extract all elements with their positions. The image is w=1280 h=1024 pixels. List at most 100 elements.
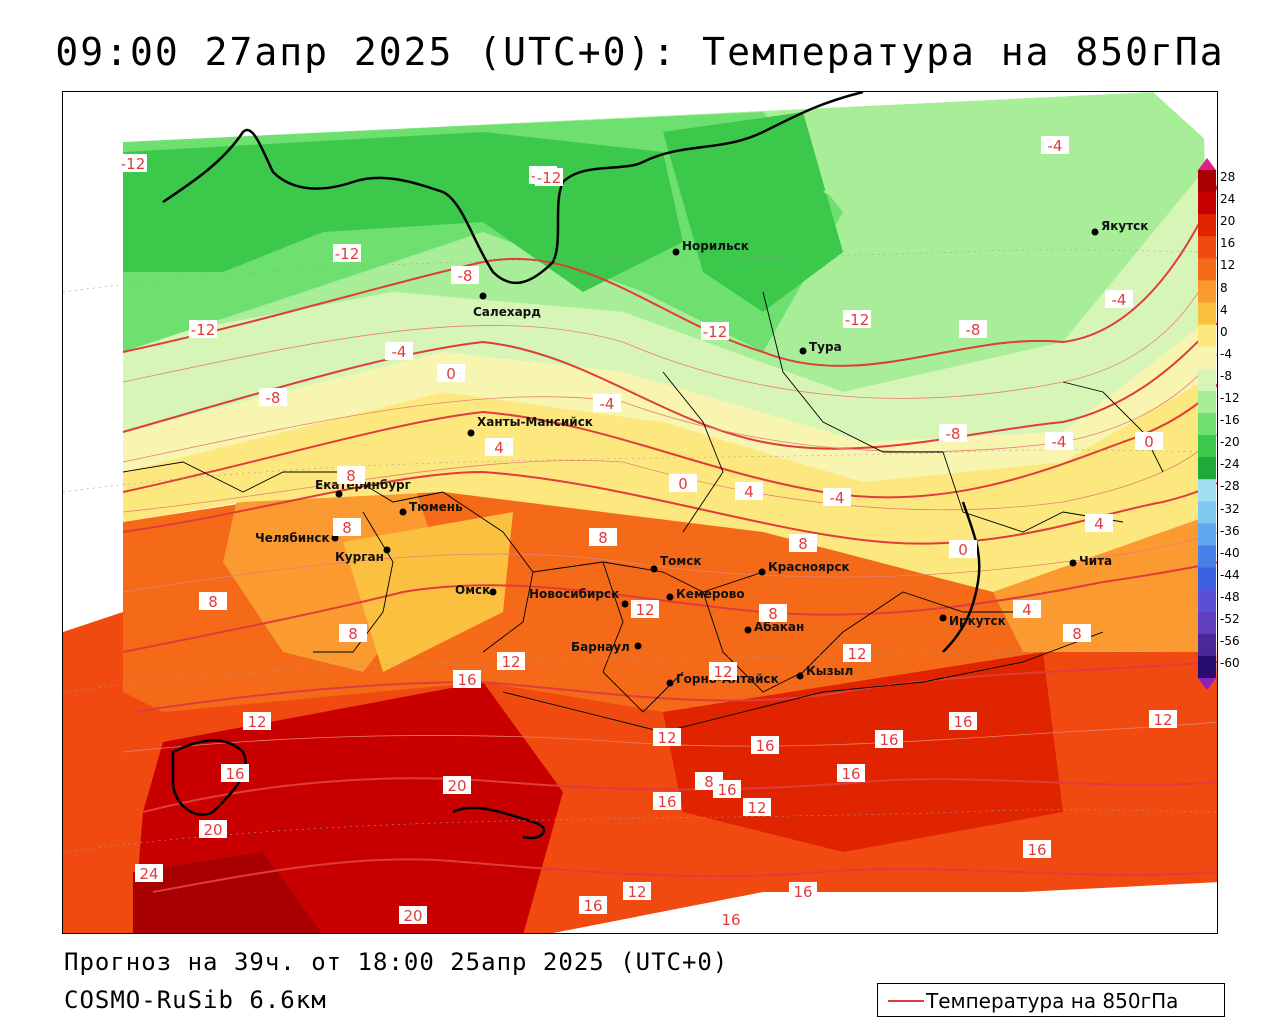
svg-text:16: 16 [1027, 841, 1046, 859]
svg-text:12: 12 [501, 653, 520, 671]
colorbar-swatch [1198, 633, 1216, 657]
colorbar-swatch [1198, 346, 1216, 370]
isotherm-label: -4 [385, 342, 413, 361]
svg-text:-4: -4 [1048, 137, 1063, 155]
svg-text:8: 8 [346, 467, 356, 485]
colorbar-swatches [1198, 158, 1216, 690]
svg-text:16: 16 [953, 713, 972, 731]
svg-text:Чита: Чита [1079, 554, 1112, 568]
colorbar-swatch [1198, 236, 1216, 259]
isotherm-label: 16 [717, 910, 745, 929]
model-name: COSMO-RuSib 6.6км [64, 986, 327, 1014]
isotherm-label: 4 [1013, 600, 1041, 619]
isotherm-label: -8 [259, 388, 287, 407]
isotherm-label: 20 [443, 776, 471, 795]
city-irkutsk: Иркутск [939, 614, 1006, 628]
svg-text:-12: -12 [191, 321, 216, 339]
colorbar-swatch [1198, 324, 1216, 348]
city-khanty-mansiysk: Ханты-Мансийск [467, 415, 593, 437]
isotherm-label: -4 [1105, 290, 1133, 309]
svg-text:0: 0 [1144, 433, 1154, 451]
colorbar-tick-label: -36 [1220, 523, 1240, 538]
colorbar-swatch [1198, 280, 1216, 304]
svg-text:8: 8 [704, 773, 714, 791]
colorbar-tick-label: -16 [1220, 413, 1240, 428]
svg-text:4: 4 [1094, 515, 1104, 533]
colorbar-tick-label: -20 [1220, 435, 1240, 450]
forecast-info: Прогноз на 39ч. от 18:00 25апр 2025 (UTC… [64, 948, 729, 976]
city-chita: Чита [1069, 554, 1112, 568]
svg-text:16: 16 [793, 883, 812, 901]
isotherm-label: -12 [189, 320, 217, 339]
svg-text:20: 20 [403, 907, 422, 925]
colorbar-tick-label: 20 [1220, 214, 1236, 229]
colorbar-tick-label: 16 [1220, 236, 1236, 251]
colorbar-swatch [1198, 523, 1216, 546]
isotherm-label: 4 [1085, 514, 1113, 533]
isotherm-label: 8 [333, 518, 361, 537]
svg-text:Якутск: Якутск [1101, 219, 1148, 233]
city-chelyabinsk: Челябинск [255, 531, 339, 545]
svg-text:12: 12 [847, 645, 866, 663]
svg-text:16: 16 [657, 793, 676, 811]
colorbar-tick-label: -4 [1220, 346, 1232, 361]
city-yakutsk: Якутск [1091, 219, 1148, 236]
isotherm-label: -8 [451, 266, 479, 285]
coastline [162, 92, 981, 840]
svg-text:8: 8 [598, 529, 608, 547]
svg-text:-8: -8 [266, 389, 281, 407]
isotherm-label: 16 [751, 736, 779, 755]
isotherm-contours [122, 184, 1217, 893]
map-title: 09:00 27апр 2025 (UTC+0): Температура на… [55, 30, 1225, 74]
colorbar-swatch [1198, 435, 1216, 458]
colorbar [1198, 158, 1216, 690]
svg-text:16: 16 [841, 765, 860, 783]
svg-text:20: 20 [203, 821, 222, 839]
city-barnaul: Барнаул [571, 640, 642, 654]
svg-text:Тура: Тура [809, 340, 842, 354]
city-tyumen: Тюмень [399, 500, 463, 516]
svg-text:-12: -12 [537, 169, 562, 187]
isotherm-label: 20 [199, 820, 227, 839]
colorbar-swatch [1198, 302, 1216, 326]
svg-text:Норильск: Норильск [682, 239, 749, 253]
colorbar-swatch [1198, 589, 1216, 613]
isotherm-label: 16 [713, 780, 741, 799]
isotherm-label: 12 [623, 882, 651, 901]
colorbar-tick-label: -48 [1220, 589, 1240, 604]
isotherm-label: -12 [843, 310, 871, 329]
city-salekhard: Салехард [473, 292, 541, 319]
svg-text:12: 12 [713, 663, 732, 681]
colorbar-tick-label: 4 [1220, 302, 1228, 317]
colorbar-tick-label: 12 [1220, 258, 1236, 273]
city-krasnoyarsk: Красноярск [758, 560, 850, 576]
svg-text:16: 16 [225, 765, 244, 783]
colorbar-swatch [1198, 170, 1216, 193]
colorbar-tick-label: -44 [1220, 567, 1240, 582]
svg-text:16: 16 [755, 737, 774, 755]
svg-text:-4: -4 [1052, 433, 1067, 451]
svg-text:12: 12 [657, 729, 676, 747]
legend-line-swatch [888, 1000, 924, 1002]
isotherm-label: -12 [333, 244, 361, 263]
isotherm-label: 0 [949, 540, 977, 559]
isotherm-label: 4 [735, 482, 763, 501]
svg-text:12: 12 [635, 601, 654, 619]
isotherm-label: 8 [199, 592, 227, 611]
isotherm-label: 8 [337, 466, 365, 485]
svg-text:20: 20 [447, 777, 466, 795]
isotherm-label: 16 [1023, 840, 1051, 859]
isotherm-label: 16 [579, 896, 607, 915]
svg-text:16: 16 [583, 897, 602, 915]
city-tura: Тура [799, 340, 842, 355]
isotherm-label: -4 [1045, 432, 1073, 451]
svg-text:-12: -12 [335, 245, 360, 263]
svg-text:12: 12 [627, 883, 646, 901]
isotherm-label: 12 [709, 662, 737, 681]
graticule [63, 249, 1217, 853]
colorbar-tick-label: -8 [1220, 368, 1232, 383]
svg-text:16: 16 [457, 671, 476, 689]
svg-text:-4: -4 [1112, 291, 1127, 309]
legend: Температура на 850гПа [877, 983, 1225, 1017]
isotherm-label: 12 [843, 644, 871, 663]
